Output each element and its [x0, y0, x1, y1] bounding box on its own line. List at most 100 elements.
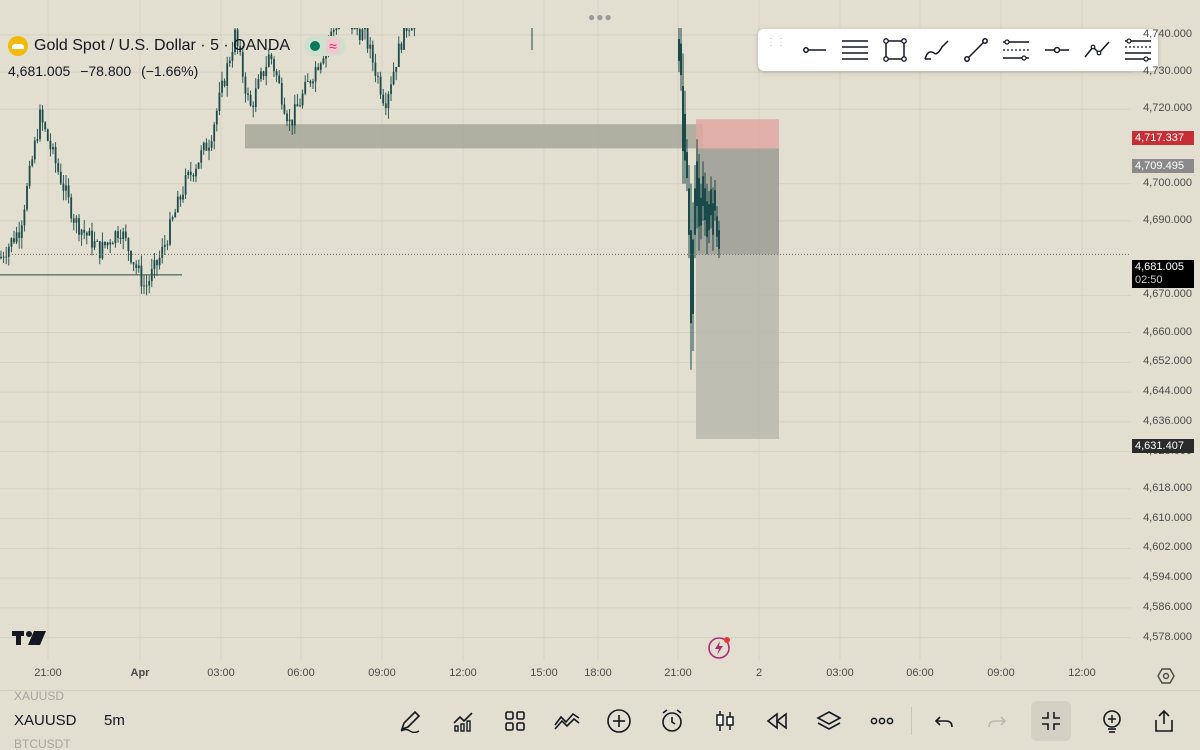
target-price-tag: 4,631.407 [1132, 439, 1194, 453]
time-tick-label: 21:00 [34, 667, 62, 679]
candle-body [384, 103, 387, 109]
price-tick-label: 4,602.000 [1143, 541, 1192, 554]
profit-zone-filled [696, 148, 779, 255]
compare-button[interactable] [549, 703, 585, 739]
current-price-tag: 4,681.005 02:50 [1132, 260, 1194, 288]
candle-body [267, 54, 270, 67]
market-status-badge[interactable]: ≈ [304, 36, 346, 56]
candle-body [397, 43, 400, 68]
candle-body [57, 163, 60, 172]
fib-retracement-icon[interactable] [1118, 29, 1158, 71]
candle-body [148, 281, 151, 286]
horizontal-line-icon[interactable] [1037, 29, 1077, 71]
candle-body [10, 238, 13, 247]
candle-body [306, 81, 309, 82]
candle-body [405, 28, 408, 31]
candle-body [104, 241, 106, 246]
trend-line-icon[interactable] [956, 29, 996, 71]
candle-body [708, 204, 710, 231]
candle-body [137, 265, 140, 269]
alert-button[interactable] [654, 703, 690, 739]
candle-body [135, 264, 138, 269]
candle-body [361, 29, 364, 41]
time-tick-label: 2 [755, 667, 763, 679]
price-tick-label: 4,740.000 [1143, 27, 1192, 40]
candle-body [179, 196, 182, 200]
add-button[interactable] [601, 703, 637, 739]
candle-body [65, 185, 67, 191]
candle-body [39, 109, 41, 140]
share-button[interactable] [1146, 703, 1182, 739]
flash-alert-icon[interactable] [707, 636, 731, 660]
candle-body [309, 81, 312, 84]
redo-button[interactable] [979, 703, 1015, 739]
more-button[interactable] [864, 703, 900, 739]
price-tick-label: 4,690.000 [1143, 213, 1192, 226]
next-symbol[interactable]: BTCUSDT [14, 737, 71, 750]
rectangle-icon[interactable] [875, 29, 915, 71]
object-tree-button[interactable] [811, 703, 847, 739]
time-tick-label: Apr [130, 667, 150, 679]
candle-body [62, 183, 65, 191]
alarm-clock-icon [662, 709, 682, 732]
tradingview-logo-icon[interactable] [12, 628, 48, 648]
candle-body [171, 217, 174, 220]
candle-body [688, 188, 690, 235]
drag-handle[interactable]: ●●● [588, 10, 613, 24]
horizontal-lines-icon[interactable] [834, 29, 874, 71]
brush-icon[interactable] [915, 29, 955, 71]
parallel-channel-icon[interactable] [996, 29, 1036, 71]
redo-icon [988, 716, 1007, 728]
horizontal-ray-icon[interactable] [794, 29, 834, 71]
polyline-icon[interactable] [1077, 29, 1117, 71]
undo-button[interactable] [926, 703, 962, 739]
replay-button[interactable] [759, 703, 795, 739]
candle-body [710, 189, 712, 216]
candle-body [182, 194, 184, 200]
symbol-selector[interactable]: XAUUSD [14, 712, 77, 729]
exit-fullscreen-button[interactable] [1031, 701, 1071, 741]
candle-body [15, 232, 18, 243]
candle-body [184, 175, 187, 195]
toolbar-grip-icon[interactable]: ⋮⋮ [766, 37, 786, 48]
candle-body [686, 152, 688, 179]
candle-body [124, 231, 127, 239]
layouts-button[interactable] [497, 703, 533, 739]
time-tick-label: 21:00 [664, 667, 692, 679]
symbol-title[interactable]: Gold Spot / U.S. Dollar · 5 · OANDA [34, 37, 291, 54]
indicators-button[interactable] [445, 703, 481, 739]
candle-body [704, 188, 706, 220]
price-axis[interactable]: 4,740.000 4,730.000 4,720.000 4,700.000 4,69… [1131, 0, 1200, 660]
candle-body [700, 197, 702, 226]
time-tick-label: 06:00 [287, 667, 315, 679]
candle-body [158, 257, 161, 266]
time-tick-label: 09:00 [368, 667, 396, 679]
candle-body [70, 197, 73, 219]
drawing-tools-button[interactable] [392, 703, 428, 739]
candle-body [364, 28, 366, 30]
interval-selector[interactable]: 5m [104, 712, 125, 729]
candle-body [301, 93, 304, 106]
candle-body [317, 67, 320, 70]
candle-body [215, 110, 218, 125]
prev-symbol[interactable]: XAUUSD [14, 689, 65, 703]
candle-body [332, 30, 335, 32]
candle-body [96, 241, 99, 243]
chart-type-button[interactable] [707, 703, 743, 739]
time-axis[interactable]: 21:00 Apr 03:00 06:00 09:00 12:00 15:00 18:00 21… [0, 667, 1131, 687]
candle-body [682, 86, 684, 152]
candle-body [174, 212, 177, 218]
current-price-value: 4,681.005 [1135, 261, 1184, 273]
ideas-button[interactable] [1094, 703, 1130, 739]
candle-body [88, 230, 91, 236]
candle-body [358, 29, 361, 41]
chart-settings-icon[interactable] [1157, 667, 1175, 685]
candle-body [247, 93, 249, 95]
candle-body [678, 39, 680, 62]
candle-body [382, 94, 385, 104]
time-tick-label: 15:00 [530, 667, 558, 679]
candle-body [403, 28, 405, 50]
candle-body [176, 196, 179, 213]
candle-body [335, 28, 338, 31]
